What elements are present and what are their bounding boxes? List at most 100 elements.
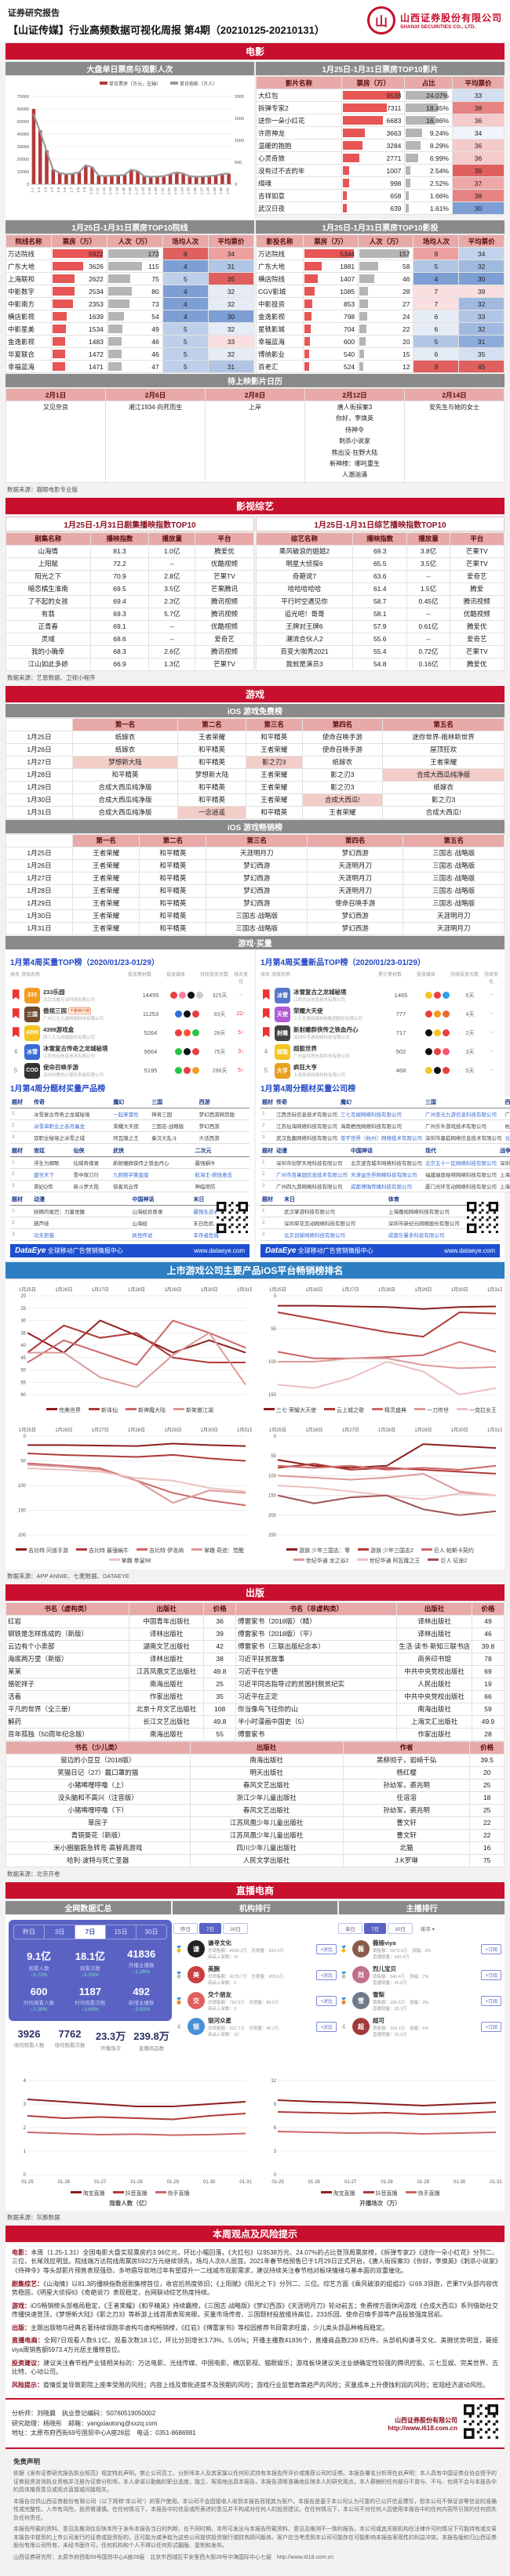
genre-item: 武汉掌游科技有限公司 <box>282 1205 387 1217</box>
ranking-row[interactable]: 🥈美美腕总销售额：4279.7万 总销量：455.6万商品上架数：6+对比 <box>173 1965 337 1986</box>
genre-item[interactable]: 航海王-燃烧意志 <box>193 1168 250 1180</box>
sort-control[interactable]: 排序 ▾ <box>414 1924 441 1933</box>
org-avatar: 交 <box>188 1992 205 2009</box>
live-tab-15日[interactable]: 15日 <box>106 1925 137 1939</box>
genre-item: 双职业秘境之冰雪之城 <box>32 1131 111 1143</box>
dataeye-site[interactable]: www.dataeye.com <box>194 1247 245 1254</box>
legend-swatch <box>414 1408 425 1410</box>
genre-item[interactable]: 三七互娱网络科技有限公司 <box>339 1108 424 1119</box>
legend-swatch <box>293 1558 304 1561</box>
table-cell: 20 <box>470 1766 505 1779</box>
row-number: 2 <box>260 1217 282 1228</box>
rank-tab-30日[interactable]: 30日 <box>223 1923 248 1934</box>
table-cell: 39 <box>453 165 505 177</box>
live-tab-3日[interactable]: 3日 <box>45 1925 75 1939</box>
app-icon: 大亨 <box>275 1063 290 1079</box>
genre-item[interactable]: 苍宇世界（杭州）网络技术有限公司 <box>339 1131 424 1143</box>
rank-tab-7日[interactable]: 7日 <box>364 1923 386 1934</box>
rank-tab-单日[interactable]: 单日 <box>338 1923 362 1934</box>
table-cell: 作家出版社 <box>129 1690 204 1703</box>
svg-text:1月27日: 1月27日 <box>92 1428 109 1433</box>
dataeye-site[interactable]: www.dataeye.com <box>444 1247 495 1254</box>
svg-text:1-8: 1-8 <box>76 187 80 193</box>
genre-item[interactable]: 功夫熊猫 <box>32 1228 130 1240</box>
legend-item: 吉比特 最强蜗牛 <box>76 1547 129 1555</box>
game-name-cell: 王者荣耀 <box>383 756 505 768</box>
svg-text:1月29日: 1月29日 <box>414 1428 432 1433</box>
table-cell: 拆弹专家2 <box>257 102 342 114</box>
dataeye-footer: DataEye 全球移动广告营销情报中心 www.dataeye.com <box>260 1244 500 1257</box>
row-number: 1 <box>260 1205 282 1217</box>
table-cell: 72.2 <box>90 557 149 570</box>
game-name-cell: 三国志·战略版 <box>403 884 505 897</box>
table-cell: 27 <box>359 298 413 310</box>
entity-stats: 商品上架数：47 <box>208 1954 316 1960</box>
rank-tab-昨日[interactable]: 昨日 <box>173 1923 198 1934</box>
genre-name: 末日 <box>282 1194 387 1206</box>
genre-item[interactable]: 广州圣元九游信息科技有限公司 <box>424 1108 504 1119</box>
action-button[interactable]: +对比 <box>316 1996 337 2006</box>
genre-item[interactable]: 北京五十一区网络科技有限公司 <box>424 1156 498 1168</box>
table-cell: 腾讯视频 <box>195 645 254 658</box>
genre-item[interactable]: 北京创新网络科技有限公司 <box>282 1228 387 1240</box>
action-button[interactable]: +对比 <box>316 2022 337 2032</box>
legend-swatch <box>372 1408 383 1410</box>
table-cell: 22 <box>470 1829 505 1841</box>
genre-item[interactable]: 盛世天下 <box>32 1168 72 1180</box>
ranking-row[interactable]: 🥈烈烈儿宝贝销售额：646.4万 涨幅：7%直播销量：46.8万+订阅 <box>338 1965 501 1986</box>
action-button[interactable]: +订阅 <box>481 1944 501 1954</box>
rank-tab-7日[interactable]: 7日 <box>199 1923 221 1934</box>
action-button[interactable]: +订阅 <box>481 2022 501 2032</box>
genre-item[interactable]: 成都博瑞传播科技有限公司 <box>349 1180 424 1192</box>
live-tab-30日[interactable]: 30日 <box>137 1925 166 1939</box>
ranking-row[interactable]: 🥉交交个朋友总销售额：782.5万 总销量：88.9万商品上架数：3+对比 <box>173 1990 337 2012</box>
genre-item[interactable]: 九阴绝学黄金版 <box>111 1168 193 1180</box>
rank-tab-30日[interactable]: 30日 <box>388 1923 413 1934</box>
genre-item: 广州乐牛游戏技术有限公司 <box>424 1119 504 1131</box>
corp-site[interactable]: http://www.i618.com.cn <box>388 2425 457 2432</box>
genre-item[interactable]: 广州市百果园信息技术有限公司 <box>275 1168 349 1180</box>
ribbon-icon <box>263 1027 270 1037</box>
live-tab-昨日[interactable]: 昨日 <box>14 1925 45 1939</box>
ranking-row[interactable]: 🥉雪雪梨销售额：186.6万 涨幅：3%直播销量：33.3万+订阅 <box>338 1990 501 2012</box>
live-tab-7日[interactable]: 7日 <box>75 1925 106 1939</box>
genre-item[interactable]: 北京祖龙汇网络科技有限公司 <box>504 1131 510 1143</box>
genre-item: 秦汉大乱斗 <box>150 1131 198 1143</box>
ranking-row[interactable]: 🥇谦谦寻文化总销售额：8946.3万 总销量：931.9万商品上架数：47+对比 <box>173 1939 337 1960</box>
table-cell: 习近平扶贫故事 <box>236 1653 397 1665</box>
genre-item[interactable]: 一起来冒险 <box>111 1108 150 1119</box>
action-button[interactable]: +对比 <box>316 1970 337 1980</box>
table-cell: 20 <box>359 336 413 348</box>
action-button[interactable]: +订阅 <box>481 1996 501 2006</box>
genre-item[interactable]: 妖怪传说 <box>130 1228 191 1240</box>
table-cell: 22 <box>359 323 413 336</box>
genre-item[interactable]: 天津益世界网络科技有限公司 <box>349 1168 424 1180</box>
table-cell: 1007 <box>342 165 405 177</box>
table-cell: 大红包 <box>257 89 342 102</box>
genre-item[interactable]: 冰雪单职业之赤月屠龙 <box>32 1119 111 1131</box>
action-button[interactable]: +对比 <box>316 1944 337 1954</box>
disclaimer-title: 免责声明 <box>13 2457 497 2467</box>
action-button[interactable]: +订阅 <box>481 1970 501 1980</box>
